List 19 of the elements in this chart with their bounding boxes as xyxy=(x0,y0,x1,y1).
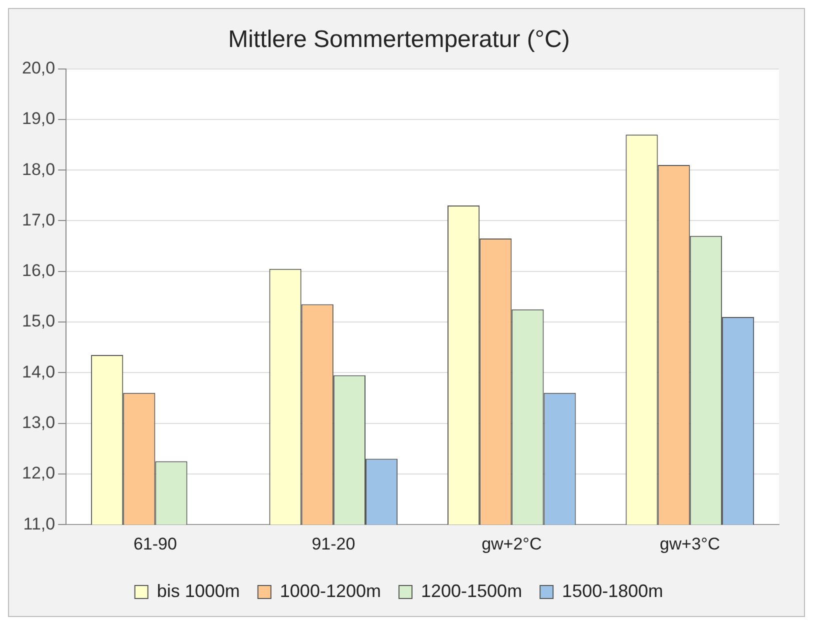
y-tick-label: 19,0 xyxy=(22,109,56,128)
y-tick-label: 20,0 xyxy=(22,58,56,78)
y-tick-label: 17,0 xyxy=(22,210,56,230)
y-tick-label: 11,0 xyxy=(23,514,56,534)
y-tick-label: 15,0 xyxy=(22,312,56,331)
y-tick-label: 14,0 xyxy=(22,362,56,382)
y-tick-label: 12,0 xyxy=(22,464,56,483)
chart-title: Mittlere Sommertemperatur (°C) xyxy=(228,26,570,54)
legend-label: bis 1000m xyxy=(156,580,240,601)
y-tick-label: 18,0 xyxy=(22,160,56,179)
x-tick-label: 91-20 xyxy=(312,534,356,554)
y-tick-label: 16,0 xyxy=(22,261,56,280)
x-tick-label: gw+3°C xyxy=(660,534,720,554)
x-tick-label: 61-90 xyxy=(133,534,177,554)
legend-label: 1000-1200m xyxy=(280,580,381,601)
x-tick-label: gw+2°C xyxy=(482,534,542,554)
legend-label: 1500-1800m xyxy=(562,580,664,601)
y-tick-label: 13,0 xyxy=(22,413,56,432)
legend-label: 1200-1500m xyxy=(420,580,522,601)
